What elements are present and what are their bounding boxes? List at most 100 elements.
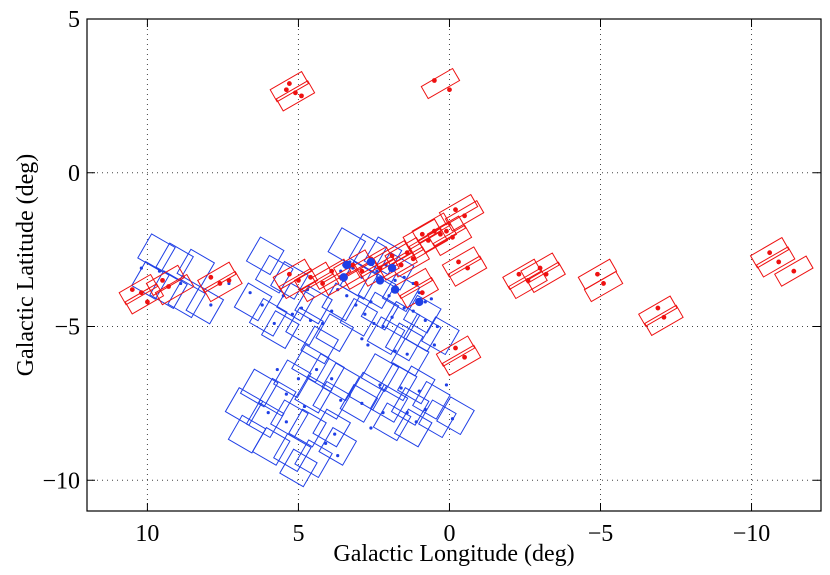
blue-point bbox=[299, 306, 304, 310]
red-field-rectangle bbox=[520, 252, 560, 284]
blue-point bbox=[179, 281, 183, 286]
red-field-rectangle bbox=[203, 270, 243, 303]
red-point bbox=[444, 228, 449, 234]
blue-point bbox=[324, 441, 328, 445]
red-point bbox=[286, 81, 292, 86]
blue-field-square bbox=[402, 294, 442, 334]
red-point bbox=[537, 265, 543, 271]
red-point bbox=[661, 314, 667, 320]
red-field-rectangle bbox=[372, 240, 412, 272]
red-field-rectangle bbox=[438, 193, 479, 226]
red-field-rectangle bbox=[444, 200, 485, 232]
red-field-rectangle bbox=[293, 261, 334, 294]
blue-point bbox=[248, 291, 252, 295]
blue-point bbox=[381, 411, 385, 415]
x-tick-label: 5 bbox=[292, 521, 304, 547]
blue-field-square bbox=[131, 260, 170, 300]
red-point bbox=[404, 250, 410, 256]
red-field-rectangle bbox=[441, 246, 482, 278]
blue-point bbox=[423, 300, 427, 304]
blue-point bbox=[360, 337, 364, 341]
blue-point bbox=[330, 309, 334, 313]
blue-point bbox=[284, 420, 288, 424]
blue-field-square bbox=[279, 448, 318, 488]
blue-point bbox=[333, 432, 337, 436]
red-point bbox=[398, 262, 404, 268]
red-point bbox=[453, 345, 458, 351]
y-tick-label: −10 bbox=[42, 468, 80, 494]
blue-point bbox=[275, 367, 279, 372]
red-point bbox=[217, 281, 223, 286]
blue-point bbox=[227, 281, 231, 286]
blue-field-square bbox=[294, 285, 333, 325]
blue-point bbox=[387, 294, 391, 298]
blue-field-squares bbox=[131, 227, 475, 488]
blue-field-square bbox=[384, 322, 424, 362]
red-field-rectangle bbox=[426, 215, 467, 247]
blue-point bbox=[399, 386, 403, 390]
grid-lines bbox=[87, 18, 821, 511]
blue-field-square bbox=[321, 362, 361, 402]
blue-field-square bbox=[306, 353, 345, 393]
blue-filled-marker bbox=[375, 276, 385, 285]
blue-point bbox=[260, 303, 264, 307]
blue-point bbox=[435, 324, 439, 329]
y-tick-label: 5 bbox=[68, 7, 80, 33]
red-field-rectangles bbox=[118, 67, 814, 377]
red-field-rectangle bbox=[432, 224, 473, 257]
blue-point bbox=[429, 297, 433, 301]
red-field-rectangle bbox=[390, 246, 431, 278]
blue-field-square bbox=[372, 402, 412, 442]
blue-field-square bbox=[421, 316, 460, 356]
blue-field-square bbox=[357, 270, 397, 310]
red-field-rectangle bbox=[154, 273, 195, 306]
x-tick-label: 10 bbox=[135, 521, 159, 547]
red-point bbox=[138, 290, 144, 296]
red-field-rectangle bbox=[402, 218, 443, 250]
blue-filled-marker bbox=[387, 263, 397, 273]
red-field-rectangle bbox=[755, 246, 796, 278]
red-field-rectangle bbox=[275, 80, 316, 112]
blue-field-square bbox=[312, 408, 352, 448]
blue-field-square bbox=[185, 285, 225, 325]
blue-point bbox=[296, 377, 301, 381]
red-point bbox=[447, 87, 452, 93]
blue-point bbox=[314, 367, 319, 372]
x-tick-label: 0 bbox=[443, 521, 455, 547]
red-point bbox=[419, 231, 425, 237]
blue-filled-marker bbox=[390, 285, 400, 294]
red-field-rectangle bbox=[749, 236, 790, 269]
red-point bbox=[438, 231, 443, 237]
blue-filled-marker bbox=[339, 273, 348, 282]
red-field-rectangle bbox=[774, 255, 814, 287]
blue-point bbox=[405, 411, 409, 415]
red-field-rectangle bbox=[118, 273, 159, 306]
y-tick-labels: 5 0 −5 −10 bbox=[42, 7, 80, 494]
red-field-rectangle bbox=[320, 264, 361, 297]
plot-frame bbox=[86, 18, 822, 512]
red-field-rectangle bbox=[420, 67, 461, 100]
blue-point bbox=[302, 404, 307, 409]
red-point bbox=[129, 287, 135, 292]
red-point bbox=[166, 284, 171, 289]
red-point bbox=[431, 228, 437, 234]
blue-field-square bbox=[327, 227, 367, 266]
blue-field-square bbox=[418, 399, 457, 439]
blue-point bbox=[360, 401, 364, 405]
blue-field-square bbox=[273, 359, 312, 399]
red-point bbox=[293, 90, 298, 96]
red-field-rectangle bbox=[360, 255, 400, 287]
blue-field-square bbox=[312, 380, 352, 420]
red-point bbox=[329, 268, 335, 274]
red-point bbox=[465, 265, 470, 271]
blue-field-square bbox=[321, 282, 361, 322]
blue-point bbox=[402, 275, 406, 279]
red-field-rectangle bbox=[197, 261, 237, 294]
blue-point bbox=[411, 309, 415, 313]
blue-point bbox=[266, 411, 270, 415]
red-field-rectangle bbox=[278, 267, 319, 300]
blue-point bbox=[366, 343, 370, 347]
blue-field-square bbox=[260, 310, 300, 350]
red-field-rectangle bbox=[638, 295, 678, 327]
red-point bbox=[226, 277, 232, 283]
